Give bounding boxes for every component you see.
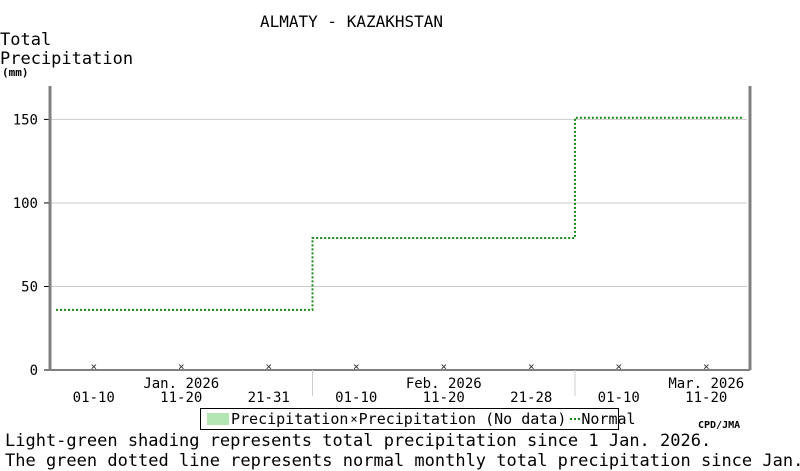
no-data-marker: ×: [353, 360, 360, 373]
legend-label-no-data: Precipitation (No data): [358, 410, 567, 428]
legend-cross-marker: ×: [350, 412, 358, 426]
x-month-label: Feb. 2026: [406, 376, 482, 392]
legend-label-precipitation: Precipitation: [231, 410, 349, 428]
legend-label-normal: Normal: [581, 410, 636, 428]
x-tick-label: 21-31: [248, 390, 290, 406]
x-tick-label: 11-20: [685, 390, 727, 406]
normal-line: [56, 116, 744, 311]
x-tick-label: 01-10: [73, 390, 115, 406]
legend-item-precipitation: Precipitation: [201, 410, 348, 428]
y-axis-label-line1: Total: [0, 30, 52, 50]
x-tick-label: 11-20: [423, 390, 465, 406]
y-tick-label: 100: [13, 196, 38, 212]
x-tick-label: 01-10: [335, 390, 377, 406]
no-data-marker: ×: [440, 360, 447, 373]
footnote-normal-line: The green dotted line represents normal …: [5, 451, 800, 471]
no-data-marker: ×: [178, 360, 185, 373]
credit-label: CPD/JMA: [698, 420, 741, 431]
x-month-label: Jan. 2026: [143, 376, 219, 392]
no-data-marker: ×: [615, 360, 622, 373]
no-data-marker: ×: [90, 360, 97, 373]
legend-swatch-shading: [207, 413, 229, 425]
y-tick-label: 150: [13, 112, 38, 128]
no-data-marker: ×: [703, 360, 710, 373]
x-tick-label: 21-28: [510, 390, 552, 406]
x-tick-label: 11-20: [160, 390, 202, 406]
x-tick-label: 01-10: [598, 390, 640, 406]
footnote-shading: Light-green shading represents total pre…: [5, 431, 712, 451]
x-month-label: Mar. 2026: [668, 376, 744, 392]
legend-item-normal: Normal: [566, 410, 636, 428]
y-tick-label: 50: [21, 279, 38, 295]
chart-title: ALMATY - KAZAKHSTAN: [260, 12, 444, 31]
chart-legend: Precipitation × Precipitation (No data) …: [200, 408, 636, 430]
plot-area: [50, 86, 750, 370]
no-data-marker: ×: [528, 360, 535, 373]
legend-dotted-line: [570, 418, 581, 420]
y-axis-unit: (mm): [2, 66, 29, 79]
legend-item-no-data: × Precipitation (No data): [348, 410, 566, 428]
no-data-marker: ×: [265, 360, 272, 373]
y-axis-label-line2: Precipitation: [0, 49, 134, 69]
y-tick-label: 0: [30, 363, 38, 379]
